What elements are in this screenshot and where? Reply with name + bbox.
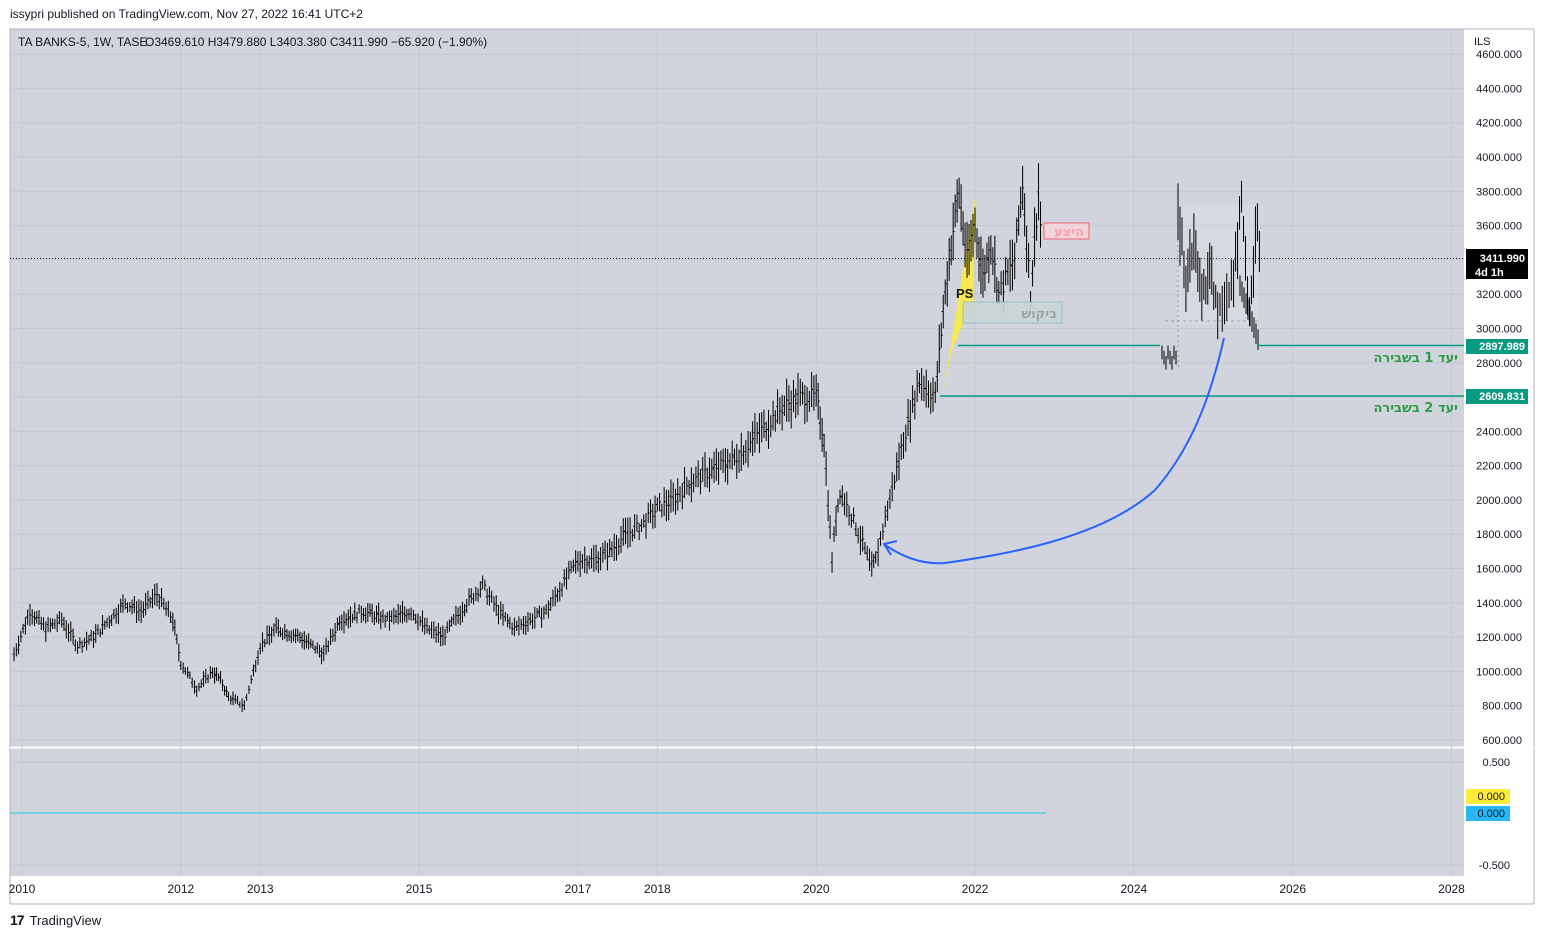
time-tick-label: 2022 [962, 882, 989, 896]
osc-tick-label: 0.500 [1482, 757, 1510, 769]
symbol-legend[interactable]: TA BANKS-5, 1W, TASE [18, 35, 147, 49]
price-tick-label: 1000.000 [1476, 666, 1522, 678]
price-tick-label: 2400.000 [1476, 426, 1522, 438]
brand-name: TradingView [29, 912, 102, 928]
price-axis[interactable] [1464, 29, 1534, 876]
price-tick-label: 3600.000 [1476, 221, 1522, 233]
price-tick-label: 2800.000 [1476, 358, 1522, 370]
currency-label: ILS [1474, 36, 1491, 48]
price-tick-label: 4400.000 [1476, 83, 1522, 95]
osc-yellow-badge [1466, 789, 1510, 804]
osc-blue-value: 0.000 [1477, 808, 1505, 820]
time-tick-label: 2020 [803, 882, 830, 896]
price-tick-label: 2200.000 [1476, 461, 1522, 473]
price-pane[interactable] [10, 29, 1464, 747]
supply-label: היצע [1054, 225, 1084, 240]
time-tick-label: 2013 [247, 882, 274, 896]
price-tick-label: 3800.000 [1476, 186, 1522, 198]
target2-badge [1466, 389, 1528, 404]
published-header: issypri published on TradingView.com, No… [10, 7, 363, 21]
osc-tick-label: -0.500 [1479, 860, 1510, 872]
price-tick-label: 3000.000 [1476, 323, 1522, 335]
osc-blue-badge [1466, 806, 1510, 821]
price-tick-label: 1800.000 [1476, 529, 1522, 541]
arrow-head-icon [882, 540, 898, 556]
price-tick-label: 600.000 [1482, 735, 1522, 747]
price-tick-label: 4200.000 [1476, 118, 1522, 130]
curved-arrow[interactable] [884, 337, 1225, 565]
countdown-value: 4d 1h [1475, 267, 1504, 279]
price-tick-label: 1400.000 [1476, 598, 1522, 610]
ps-label: PS [956, 286, 974, 301]
projected-pattern [1161, 180, 1260, 370]
tradingview-logo-icon: 17 [10, 912, 25, 928]
osc-yellow-value: 0.000 [1477, 791, 1505, 803]
price-tick-label: 2000.000 [1476, 495, 1522, 507]
time-tick-label: 2010 [9, 882, 36, 896]
last-price-value: 3411.990 [1480, 253, 1525, 265]
time-axis[interactable] [10, 876, 1534, 904]
time-tick-label: 2012 [167, 882, 194, 896]
time-tick-label: 2018 [644, 882, 671, 896]
target2-badge-value: 2609.831 [1479, 391, 1525, 403]
time-tick-label: 2015 [406, 882, 433, 896]
price-tick-label: 1200.000 [1476, 632, 1522, 644]
gridlines [10, 29, 1464, 876]
target1-label: יעד 1 בשבירה [1373, 351, 1458, 366]
price-tick-label: 3200.000 [1476, 289, 1522, 301]
time-tick-label: 2017 [565, 882, 592, 896]
ohlc-legend: O3469.610 H3479.880 L3403.380 C3411.990 … [145, 35, 487, 49]
price-tick-label: 4000.000 [1476, 152, 1522, 164]
tradingview-footer[interactable]: 17 TradingView [10, 912, 101, 928]
price-tick-label: 1600.000 [1476, 564, 1522, 576]
demand-zone[interactable] [962, 301, 1063, 324]
price-tick-label: 4600.000 [1476, 49, 1522, 61]
supply-zone[interactable] [1043, 222, 1090, 240]
last-price-badge [1466, 249, 1528, 279]
oscillator-pane[interactable] [10, 748, 1464, 876]
demand-label: ביקוש [1021, 307, 1057, 322]
time-tick-labels: 2010 2012 2013 2015 2017 2018 2020 2022 2024 2026… [9, 882, 1466, 896]
target1-badge-value: 2897.989 [1479, 341, 1525, 353]
time-tick-label: 2024 [1120, 882, 1147, 896]
price-tick-label: 800.000 [1482, 701, 1522, 713]
price-candles[interactable] [12, 163, 1043, 713]
time-tick-label: 2026 [1279, 882, 1306, 896]
target1-badge [1466, 339, 1528, 354]
time-tick-label: 2028 [1438, 882, 1465, 896]
target2-label: יעד 2 בשבירה [1373, 401, 1458, 416]
